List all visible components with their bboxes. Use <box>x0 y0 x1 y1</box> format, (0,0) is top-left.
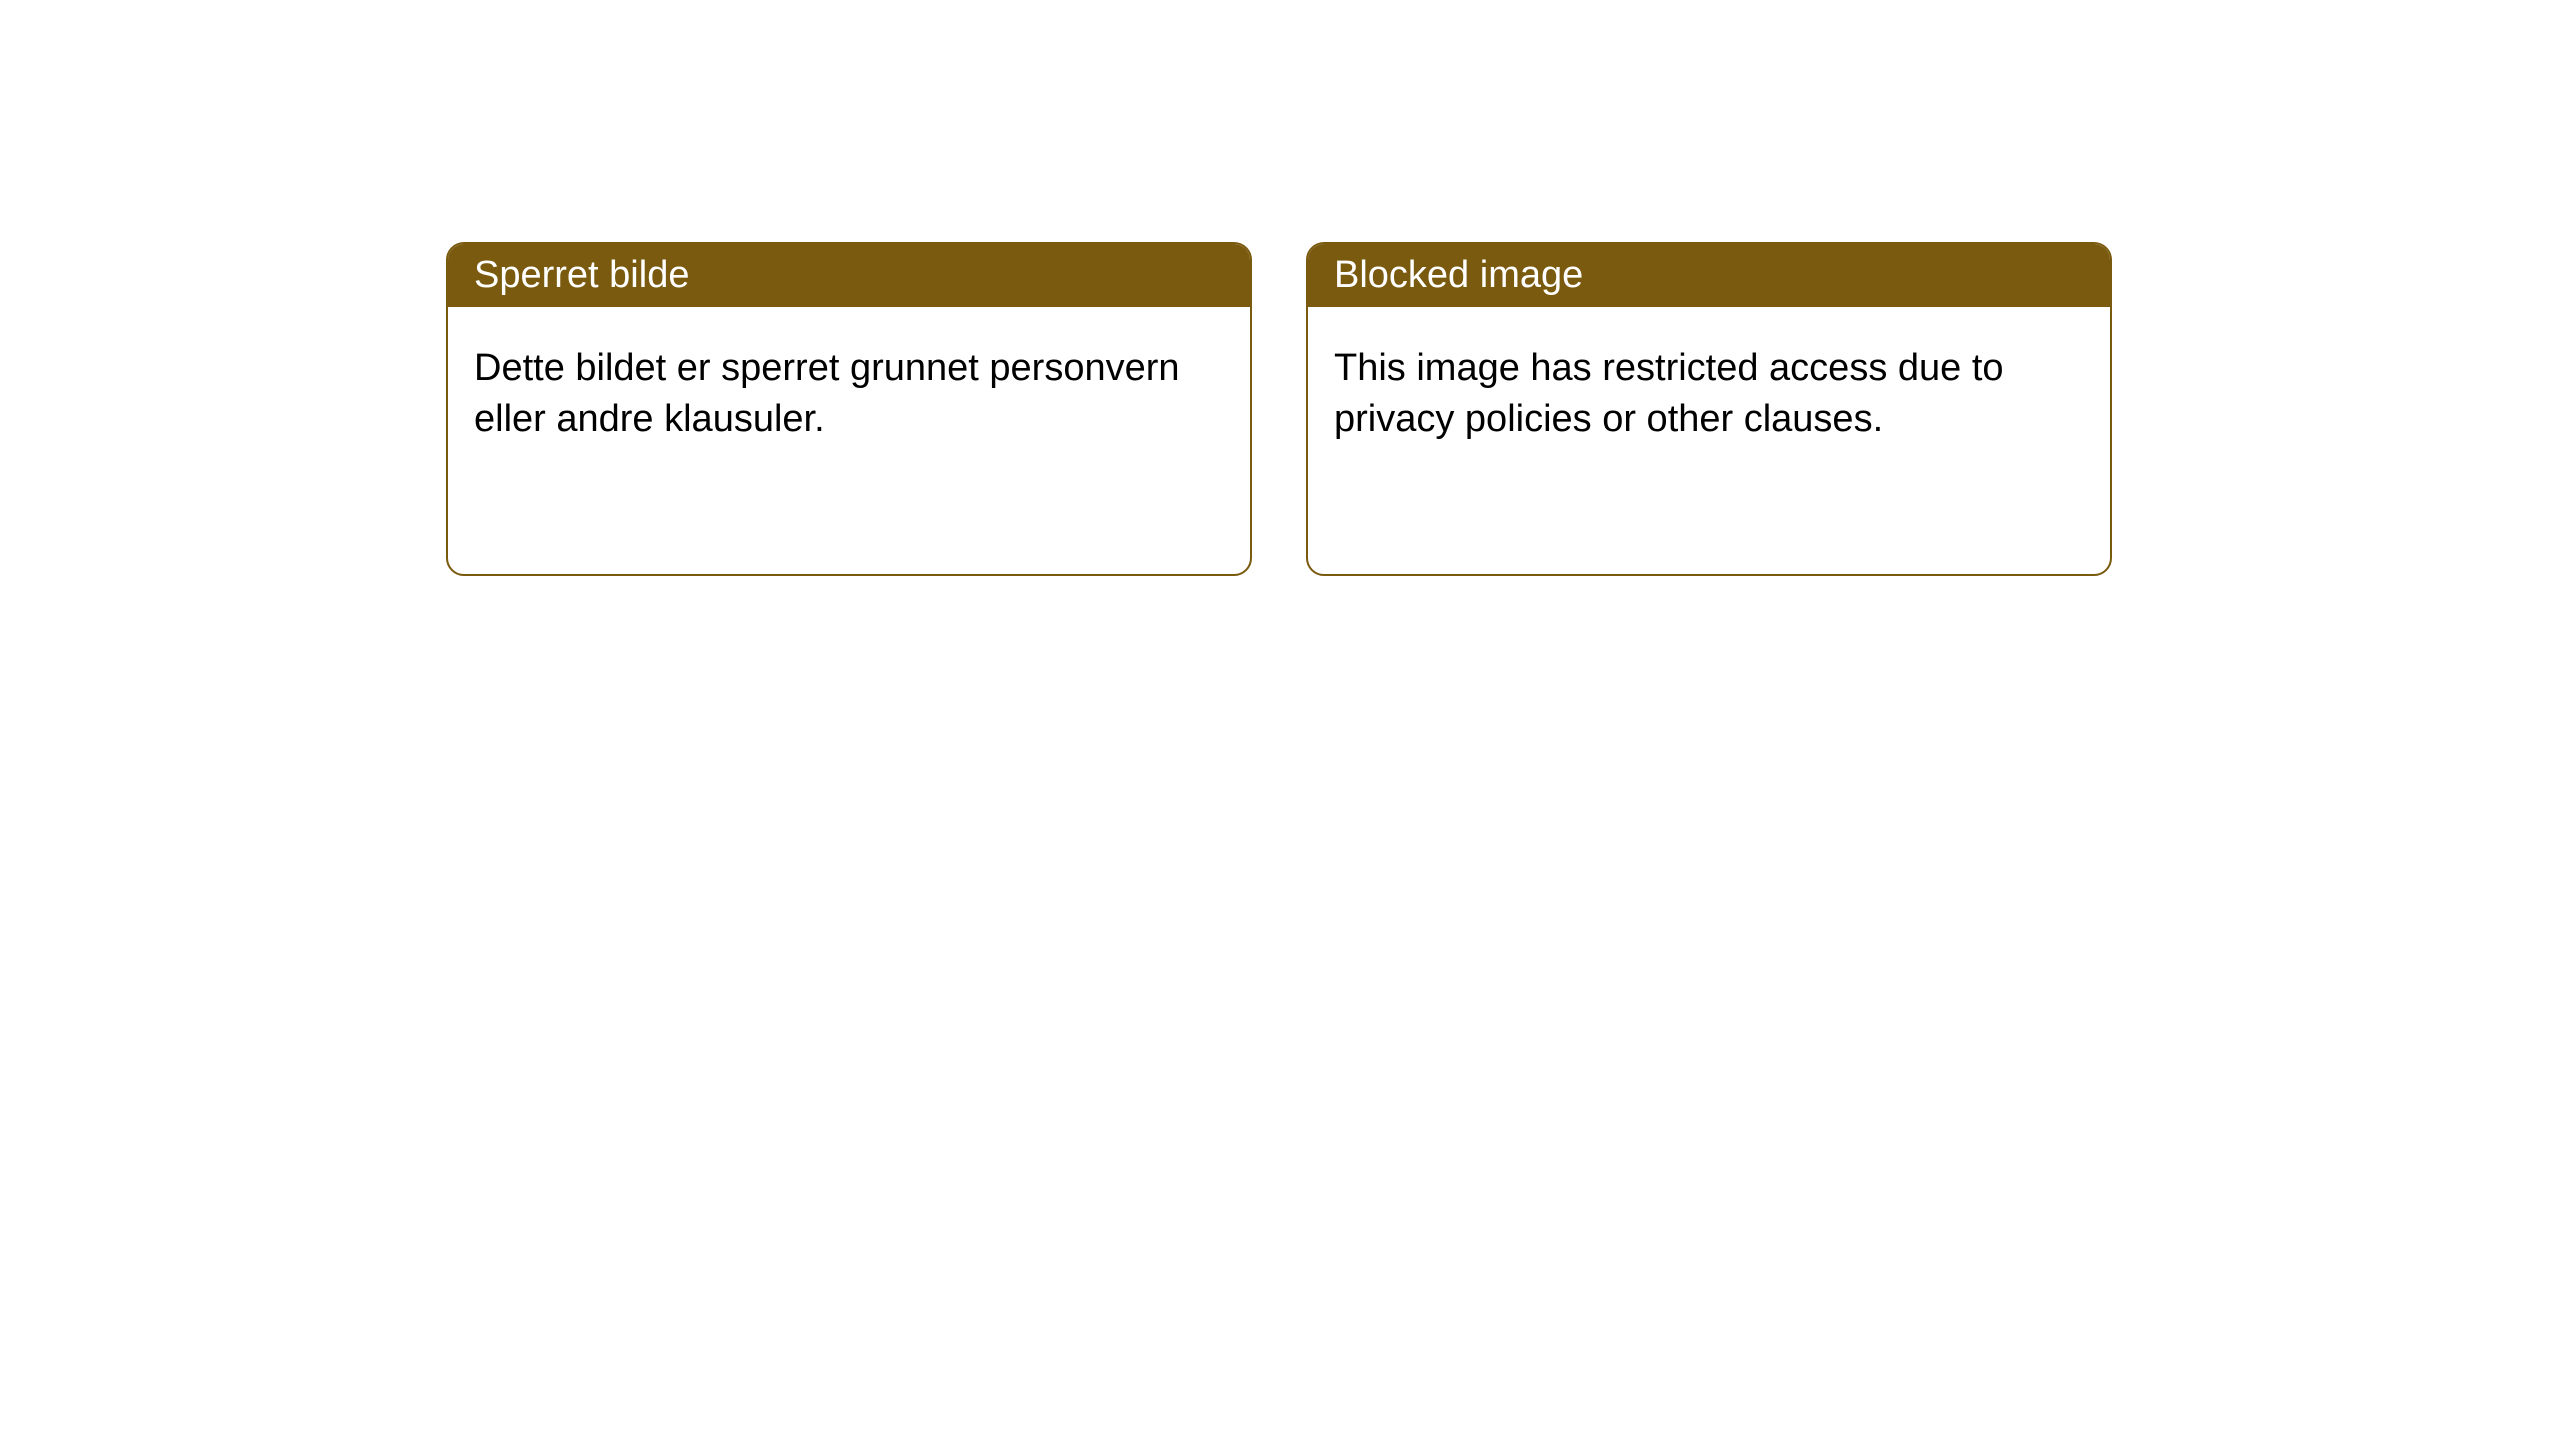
card-title: Sperret bilde <box>474 254 689 296</box>
card-header: Blocked image <box>1308 244 2110 307</box>
card-body: This image has restricted access due to … <box>1308 307 2110 482</box>
card-header: Sperret bilde <box>448 244 1250 307</box>
card-body: Dette bildet er sperret grunnet personve… <box>448 307 1250 482</box>
notice-card-norwegian: Sperret bilde Dette bildet er sperret gr… <box>446 242 1252 576</box>
notice-card-english: Blocked image This image has restricted … <box>1306 242 2112 576</box>
card-body-text: This image has restricted access due to … <box>1334 347 2004 440</box>
card-title: Blocked image <box>1334 254 1583 296</box>
notice-cards-container: Sperret bilde Dette bildet er sperret gr… <box>0 0 2560 576</box>
card-body-text: Dette bildet er sperret grunnet personve… <box>474 347 1180 440</box>
